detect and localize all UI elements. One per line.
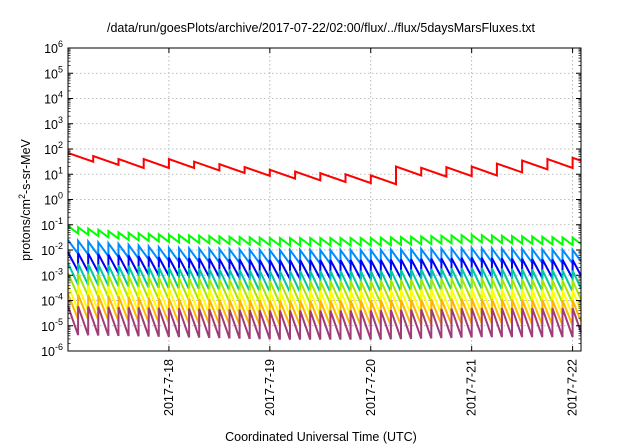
y-tick-label: 105 <box>44 64 63 81</box>
y-axis-label-post: -s-sr-MeV <box>19 138 33 194</box>
y-tick-label: 101 <box>44 165 63 182</box>
chart-title: /data/run/goesPlots/archive/2017-07-22/0… <box>107 21 536 35</box>
x-tick-label: 2017-7-18 <box>162 359 176 416</box>
x-axis: 2017-7-18 2017-7-19 2017-7-20 2017-7-21 2017… <box>162 48 580 416</box>
x-tick-label: 2017-7-22 <box>566 359 580 416</box>
data-series <box>67 151 582 340</box>
x-tick-label: 2017-7-19 <box>263 359 277 416</box>
x-tick-label: 2017-7-20 <box>364 359 378 416</box>
y-tick-label: 10-3 <box>41 266 63 283</box>
series-line-6 <box>67 272 582 305</box>
series-line-3 <box>67 237 582 268</box>
y-axis-label: protons/cm2-s-sr-MeV <box>17 138 33 260</box>
series-line-5 <box>67 262 582 293</box>
y-tick-label: 100 <box>44 191 63 208</box>
x-tick-label: 2017-7-21 <box>465 359 479 416</box>
series-line-4 <box>67 251 582 280</box>
x-axis-label: Coordinated Universal Time (UTC) <box>225 430 417 444</box>
series-line-2 <box>67 225 582 248</box>
y-tick-label: 10-2 <box>41 241 63 258</box>
y-tick-label: 10-1 <box>41 216 63 233</box>
series-line-9 <box>67 305 582 340</box>
y-axis: 10-6 10-5 10-4 10-3 10-2 10-1 100 101 102 103 104 1… <box>41 39 581 359</box>
series-line-8 <box>67 293 582 327</box>
series-line-1 <box>67 151 582 186</box>
y-tick-label: 106 <box>44 39 63 56</box>
y-axis-label-pre: protons/cm <box>19 199 33 261</box>
y-tick-label: 10-6 <box>41 342 63 359</box>
y-tick-label: 10-4 <box>41 292 63 309</box>
y-axis-label-sup: 2 <box>17 194 27 199</box>
series-line-7 <box>67 284 582 317</box>
y-tick-label: 10-5 <box>41 317 63 334</box>
y-tick-label: 103 <box>44 115 63 132</box>
y-tick-label: 102 <box>44 140 63 157</box>
y-tick-label: 104 <box>44 90 63 107</box>
